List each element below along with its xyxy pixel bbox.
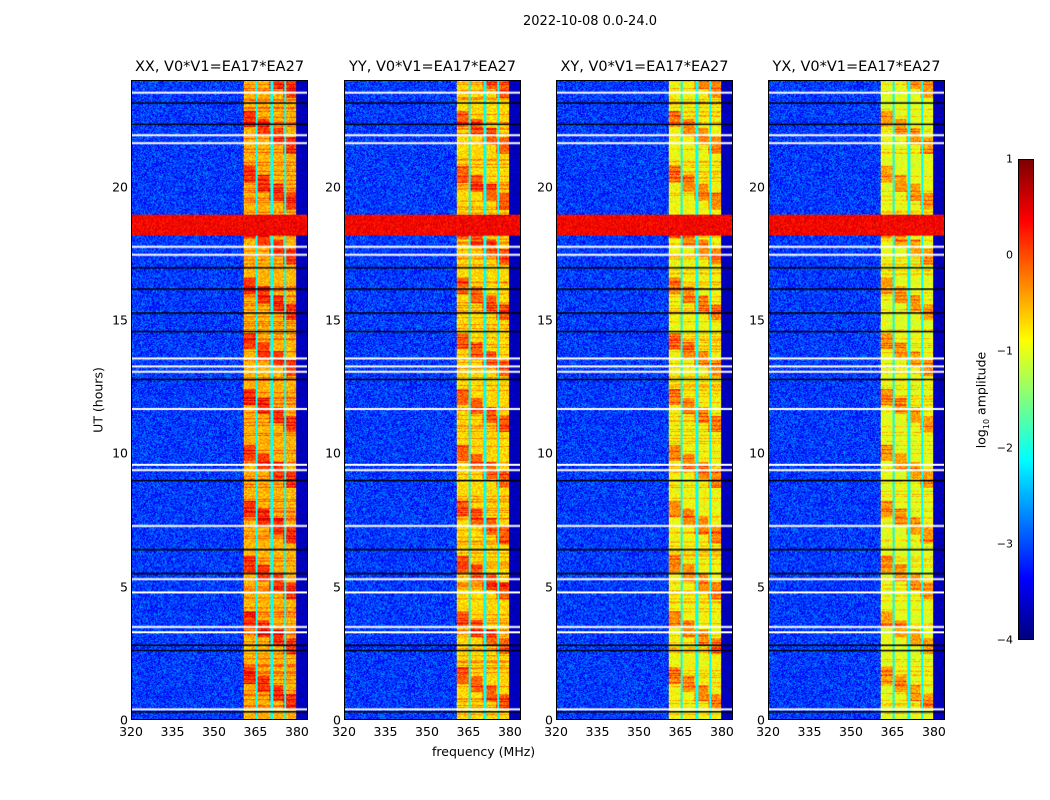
y-tick-label: 10 [325,445,341,461]
y-tick-label: 15 [749,312,765,328]
x-tick-label: 320 [756,724,780,739]
y-tick-label: 5 [333,579,341,595]
panel-title: YY, V0*V1=EA17*EA27 [349,59,516,75]
x-tick-label: 320 [544,724,568,739]
x-tick-label: 320 [332,724,356,739]
colorbar-tick-label: 0 [1006,248,1013,262]
colorbar [1018,159,1034,640]
x-tick-label: 380 [498,724,522,739]
x-tick-label: 350 [627,724,651,739]
y-tick-label: 20 [112,179,128,195]
x-tick-label: 350 [202,724,226,739]
x-tick-label: 380 [285,724,309,739]
x-tick-label: 350 [839,724,863,739]
spectrogram-panel [131,80,308,720]
y-tick-label: 0 [757,712,765,728]
colorbar-tick-label: −2 [996,441,1013,455]
y-tick-label: 5 [120,579,128,595]
x-tick-label: 335 [373,724,398,739]
y-tick-label: 0 [120,712,128,728]
y-tick-label: 20 [537,179,553,195]
y-tick-label: 20 [749,179,765,195]
panel-title: XX, V0*V1=EA17*EA27 [134,59,305,75]
panel-title: YX, V0*V1=EA17*EA27 [772,59,941,75]
x-tick-label: 335 [160,724,185,739]
y-tick-label: 0 [333,712,341,728]
x-tick-label: 365 [880,724,905,739]
x-axis-label: frequency (MHz) [432,744,536,759]
colorbar-tick-label: −1 [996,344,1013,358]
spectrogram-panel [556,80,733,720]
spectrogram-panel [344,80,521,720]
y-tick-label: 5 [757,579,765,595]
y-tick-label: 0 [545,712,553,728]
colorbar-tick-label: 1 [1006,152,1013,166]
colorbar-tick-label: −3 [996,537,1013,551]
y-tick-label: 20 [325,179,341,195]
x-tick-label: 335 [797,724,822,739]
spectrogram-panel [768,80,945,720]
x-tick-label: 350 [415,724,439,739]
y-tick-label: 15 [325,312,341,328]
y-tick-label: 10 [749,445,765,461]
x-tick-label: 380 [922,724,946,739]
x-tick-label: 365 [243,724,268,739]
y-tick-label: 15 [537,312,553,328]
x-tick-label: 320 [119,724,143,739]
y-tick-label: 15 [112,312,128,328]
panel-title: XY, V0*V1=EA17*EA27 [560,59,729,75]
x-tick-label: 365 [668,724,693,739]
colorbar-label: log10 amplitude [973,351,991,449]
y-tick-label: 10 [112,445,128,461]
figure-title: 2022-10-08 0.0-24.0 [523,14,657,29]
y-tick-label: 10 [537,445,553,461]
colorbar-tick-label: −4 [996,633,1013,647]
x-tick-label: 335 [585,724,610,739]
y-tick-label: 5 [545,579,553,595]
y-axis-label: UT (hours) [90,367,106,433]
x-tick-label: 380 [710,724,734,739]
x-tick-label: 365 [456,724,481,739]
